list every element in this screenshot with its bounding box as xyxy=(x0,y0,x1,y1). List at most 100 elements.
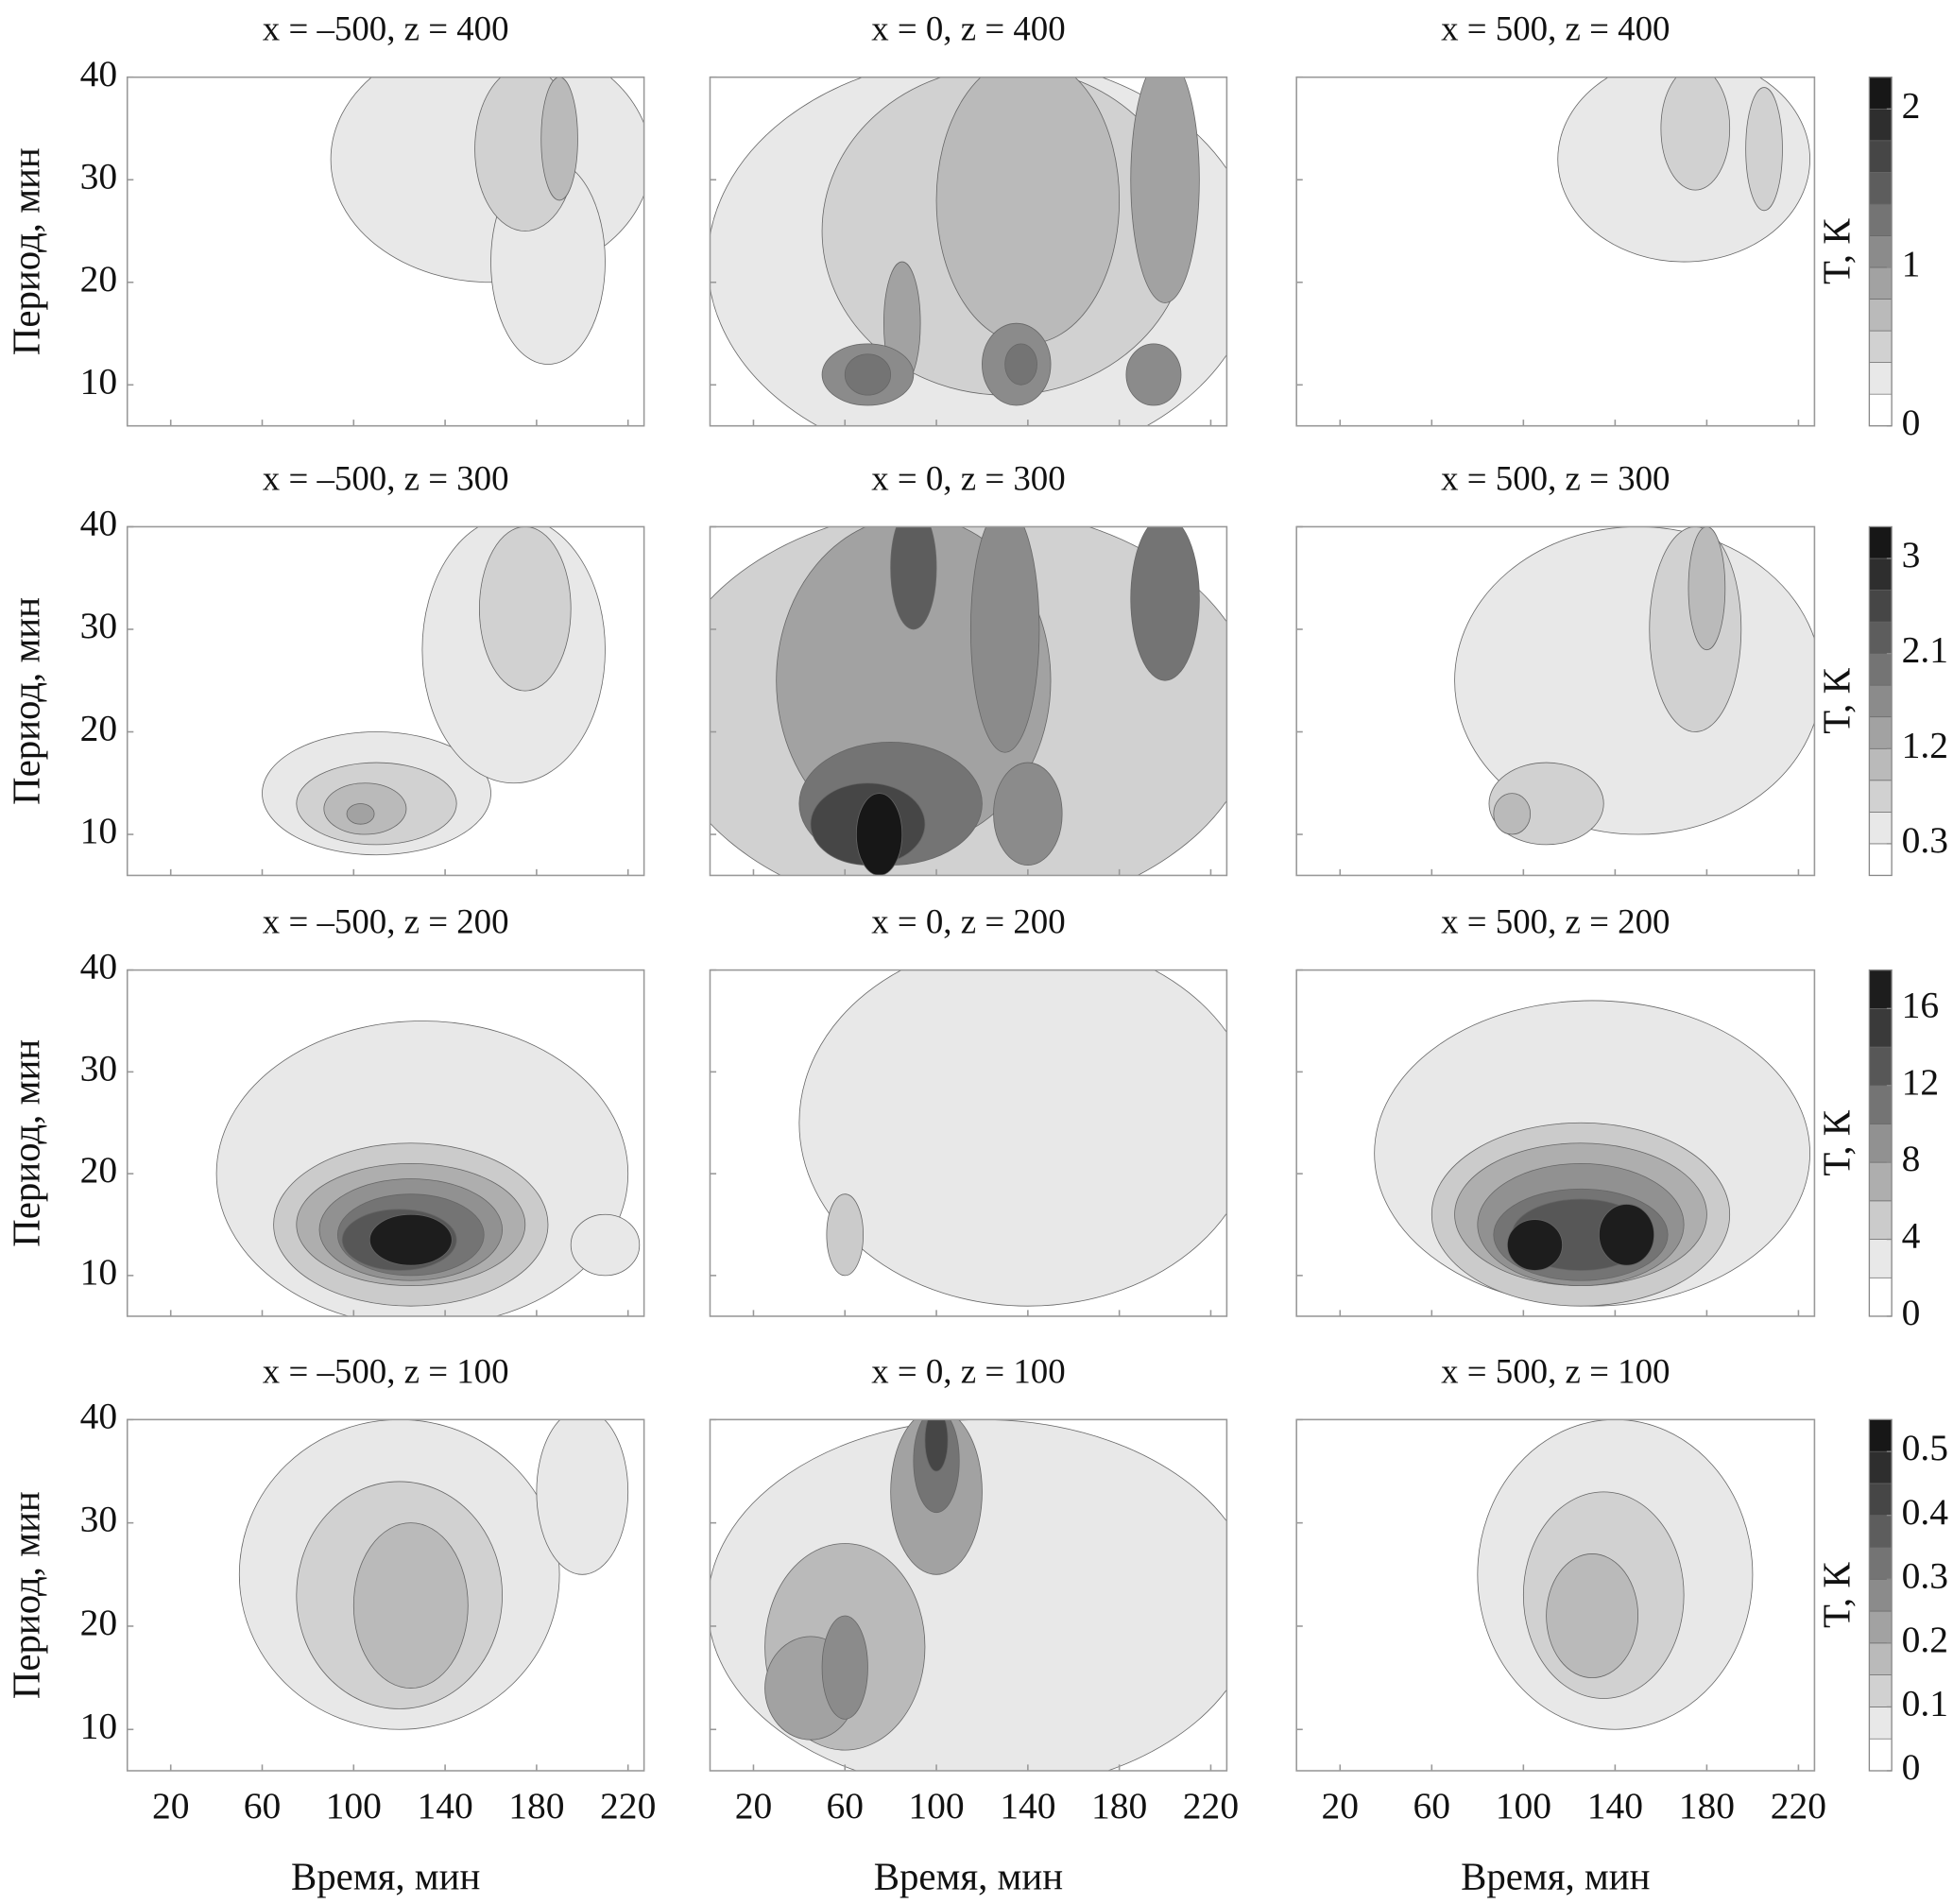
contour-region xyxy=(798,969,1227,1307)
contour-region xyxy=(1493,793,1532,835)
x-tick-label: 60 xyxy=(244,1785,282,1827)
colorbar-band xyxy=(1869,1642,1893,1675)
plot-area xyxy=(1296,969,1815,1316)
panel-title: x = 500, z = 200 xyxy=(1441,902,1670,941)
plot-frame xyxy=(709,969,1228,1317)
colorbar-band xyxy=(1869,621,1893,654)
x-axis-label: Время, мин xyxy=(291,1855,480,1897)
colorbar-band xyxy=(1869,653,1893,686)
panel: x = 500, z = 200 xyxy=(1295,902,1816,1317)
x-tick-label: 20 xyxy=(735,1785,773,1827)
panel-title: x = –500, z = 300 xyxy=(263,458,509,497)
y-tick-label: 30 xyxy=(80,1047,118,1089)
colorbar-tick-label: 4 xyxy=(1902,1215,1921,1257)
colorbar-band xyxy=(1869,1419,1893,1452)
colorbar-band xyxy=(1869,1085,1893,1124)
y-tick-label: 40 xyxy=(80,53,118,94)
x-tick-label: 220 xyxy=(600,1785,656,1827)
colorbar-band xyxy=(1869,780,1893,813)
colorbar-tick-label: 0 xyxy=(1902,402,1921,443)
y-tick-label: 20 xyxy=(80,708,118,749)
colorbar-frame xyxy=(1868,77,1893,427)
x-tick-label: 100 xyxy=(908,1785,964,1827)
colorbar-band xyxy=(1869,1483,1893,1517)
colorbar-tick-label: 16 xyxy=(1902,984,1940,1025)
panel: x = 500, z = 100 20 60 100 140 180 220 Время, м… xyxy=(1295,1351,1826,1897)
colorbar: 0 0.1 0.2 0.3 0.4 0.5 T, К xyxy=(1815,1418,1948,1788)
y-tick-label: 10 xyxy=(80,1705,118,1746)
contour-region xyxy=(1598,1204,1655,1266)
y-tick-label: 20 xyxy=(80,258,118,300)
colorbar-band xyxy=(1869,266,1893,300)
colorbar-band xyxy=(1869,140,1893,173)
panel: x = 0, z = 300 xyxy=(709,458,1228,877)
x-tick-label: 20 xyxy=(152,1785,190,1827)
colorbar-band xyxy=(1869,1161,1893,1202)
y-tick-label: 40 xyxy=(80,946,118,987)
panel-title: x = 0, z = 200 xyxy=(871,902,1065,941)
colorbar-tick-label: 8 xyxy=(1902,1138,1921,1179)
colorbar-band xyxy=(1869,843,1893,876)
contour-region xyxy=(1745,87,1783,212)
colorbar-tick-label: 3 xyxy=(1902,534,1921,575)
contour-region xyxy=(570,1213,641,1277)
colorbar-band xyxy=(1869,590,1893,623)
plot-area xyxy=(710,77,1227,426)
x-tick-label: 180 xyxy=(1091,1785,1147,1827)
contour-region xyxy=(368,1213,453,1266)
plot-area xyxy=(1296,77,1815,426)
panel: x = –500, z = 300 10 20 30 40 xyxy=(80,458,645,877)
colorbar-band xyxy=(1869,393,1893,427)
contour-region xyxy=(993,762,1063,866)
colorbar-band xyxy=(1869,1547,1893,1580)
y-tick-label: 20 xyxy=(80,1602,118,1643)
colorbar-tick-label: 12 xyxy=(1902,1061,1940,1103)
colorbar-band xyxy=(1869,299,1893,332)
panel: x = 500, z = 300 xyxy=(1295,458,1816,877)
panel-title: x = –500, z = 400 xyxy=(263,9,509,48)
contour-region xyxy=(826,1193,865,1277)
colorbar-band xyxy=(1869,1239,1893,1278)
contour-region xyxy=(540,77,578,201)
colorbar-tick-label: 1 xyxy=(1902,243,1921,284)
plot-area xyxy=(710,1419,1227,1771)
x-tick-label: 140 xyxy=(417,1785,472,1827)
y-tick-label: 30 xyxy=(80,1499,118,1540)
colorbar: 0 1 2 T, К xyxy=(1815,77,1920,443)
plot-area xyxy=(127,969,644,1316)
contour-region xyxy=(352,1522,469,1689)
y-tick-label: 40 xyxy=(80,1395,118,1436)
colorbar-band xyxy=(1869,1450,1893,1484)
y-tick-label: 20 xyxy=(80,1149,118,1191)
y-axis-label: Период, мин xyxy=(5,1039,47,1247)
contour-region xyxy=(844,353,892,396)
contour-region xyxy=(1660,77,1731,191)
contour-region xyxy=(924,1419,949,1472)
contour-region xyxy=(969,526,1040,753)
colorbar-band xyxy=(1869,172,1893,205)
y-tick-label: 30 xyxy=(80,155,118,197)
panel-title: x = 500, z = 400 xyxy=(1441,9,1670,48)
colorbar-tick-label: 0.2 xyxy=(1902,1619,1948,1660)
y-tick-label: 30 xyxy=(80,605,118,646)
colorbar-label: T, К xyxy=(1815,1109,1858,1175)
colorbar-frame xyxy=(1868,969,1893,1317)
x-tick-label: 140 xyxy=(1587,1785,1643,1827)
colorbar-tick-label: 0.1 xyxy=(1902,1682,1948,1724)
plot-area xyxy=(127,526,644,876)
colorbar-band xyxy=(1869,1515,1893,1548)
contour-region xyxy=(855,793,903,876)
panel-title: x = 0, z = 300 xyxy=(871,458,1065,497)
contour-region xyxy=(1506,1219,1563,1271)
colorbar-band xyxy=(1869,1610,1893,1644)
colorbar-tick-label: 2 xyxy=(1902,84,1921,126)
contour-region xyxy=(1125,343,1182,406)
contour-region xyxy=(890,526,937,630)
colorbar-band xyxy=(1869,684,1893,718)
colorbar-label: T, К xyxy=(1815,667,1858,733)
plot-frame xyxy=(126,525,645,877)
contour-region xyxy=(536,1419,629,1575)
plot-frame xyxy=(1295,969,1816,1317)
plot-area xyxy=(1296,1419,1815,1771)
